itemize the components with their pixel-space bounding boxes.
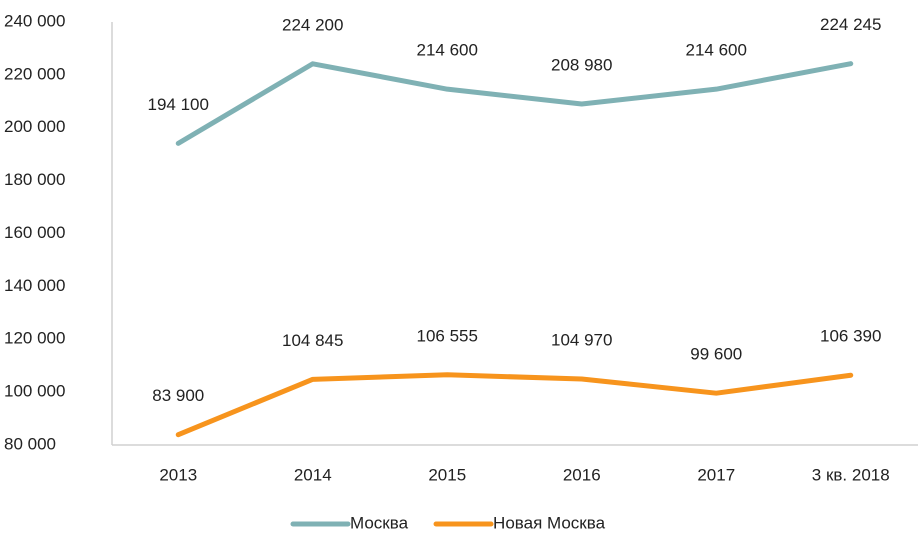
x-tick-label: 2016 (563, 465, 601, 484)
data-label: 104 970 (551, 330, 612, 349)
data-label: 224 200 (282, 15, 343, 34)
data-label: 104 845 (282, 331, 343, 350)
data-label: 106 390 (820, 327, 881, 346)
y-tick-label: 240 000 (4, 11, 65, 30)
y-tick-label: 180 000 (4, 170, 65, 189)
data-label: 83 900 (152, 386, 204, 405)
data-label: 194 100 (148, 95, 209, 114)
data-label: 214 600 (686, 41, 747, 60)
series-line (175, 372, 854, 438)
x-tick-label: 2017 (697, 465, 735, 484)
y-tick-label: 160 000 (4, 223, 65, 242)
x-tick-label: 2014 (294, 465, 332, 484)
y-tick-label: 120 000 (4, 329, 65, 348)
data-label: 224 245 (820, 15, 881, 34)
y-tick-label: 100 000 (4, 382, 65, 401)
y-tick-label: 200 000 (4, 117, 65, 136)
data-label: 99 600 (690, 345, 742, 364)
y-tick-label: 220 000 (4, 64, 65, 83)
x-tick-label: 2013 (159, 465, 197, 484)
data-label: 214 600 (417, 41, 478, 60)
y-tick-label: 80 000 (4, 434, 56, 453)
x-tick-label: 3 кв. 2018 (812, 465, 890, 484)
data-label: 208 980 (551, 55, 612, 74)
series-line (175, 61, 854, 146)
data-label: 106 555 (417, 326, 478, 345)
y-tick-label: 140 000 (4, 276, 65, 295)
legend-label: Новая Москва (493, 513, 606, 532)
legend-label: Москва (350, 513, 409, 532)
x-tick-label: 2015 (428, 465, 466, 484)
